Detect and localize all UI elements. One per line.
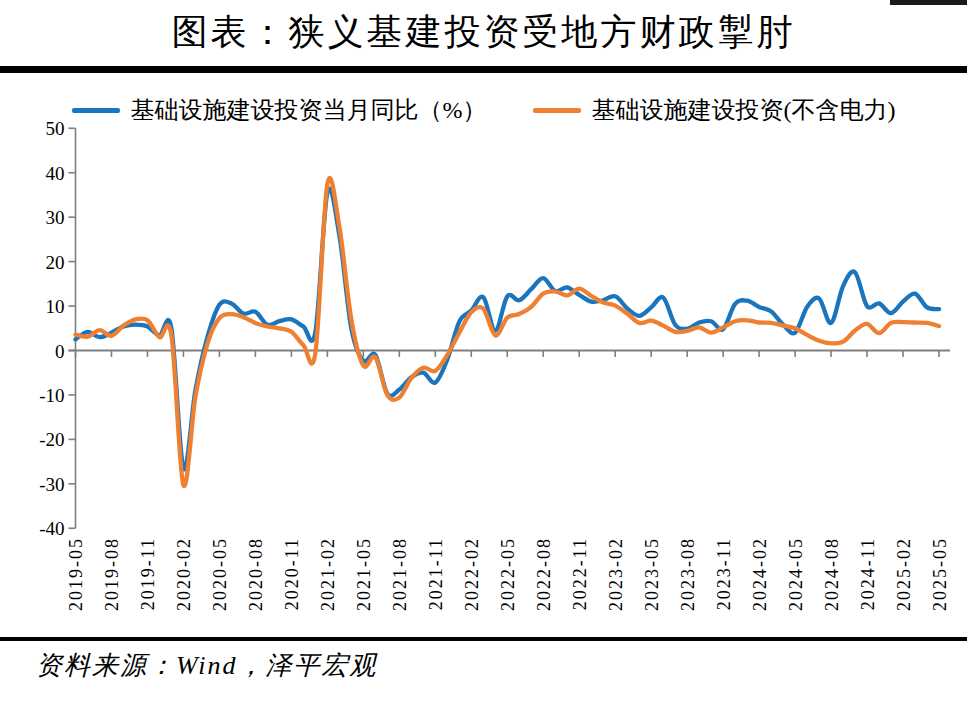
x-axis-label: 2020-02 <box>174 537 194 611</box>
x-axis-label: 2020-11 <box>282 537 302 610</box>
x-axis-label: 2022-11 <box>570 537 590 610</box>
x-axis-label: 2024-08 <box>822 537 842 611</box>
x-axis-label: 2022-05 <box>498 537 518 611</box>
x-axis-label: 2019-11 <box>138 537 158 610</box>
x-axis-label: 2022-08 <box>534 537 554 611</box>
y-axis-label: -40 <box>39 518 64 539</box>
x-axis-label: 2021-05 <box>354 537 374 611</box>
x-axis-label: 2024-02 <box>750 537 770 611</box>
series-line-1 <box>76 189 940 470</box>
x-axis-label: 2023-05 <box>642 537 662 611</box>
y-axis-label: 30 <box>46 207 65 228</box>
page: { "page": { "title": "图表：狭义基建投资受地方财政掣肘",… <box>0 0 967 706</box>
y-axis-label: 20 <box>46 252 65 273</box>
x-axis-label: 2023-02 <box>606 537 626 611</box>
y-axis-label: -30 <box>39 474 64 495</box>
x-axis-label: 2024-11 <box>858 537 878 610</box>
x-axis-label: 2020-05 <box>210 537 230 611</box>
y-axis-label: 0 <box>55 341 65 362</box>
x-axis-label: 2019-08 <box>102 537 122 611</box>
x-axis-label: 2025-05 <box>930 537 950 611</box>
x-axis-label: 2024-05 <box>786 537 806 611</box>
y-axis-label: 50 <box>46 118 65 139</box>
footer-divider-rule <box>0 637 967 641</box>
y-axis-label: 40 <box>46 163 65 184</box>
x-axis-label: 2021-08 <box>390 537 410 611</box>
y-axis-label: 10 <box>46 296 65 317</box>
y-axis-label: -20 <box>39 429 64 450</box>
x-axis-label: 2023-11 <box>714 537 734 610</box>
y-axis-label: -10 <box>39 385 64 406</box>
series-line-2 <box>76 178 940 486</box>
x-axis-label: 2021-02 <box>318 537 338 611</box>
line-chart: 50 40 30 20 10 0 -10 -20 -30 -402019-05 2019-08 201… <box>0 0 967 706</box>
x-axis-label: 2022-02 <box>462 537 482 611</box>
x-axis-label: 2021-11 <box>426 537 446 610</box>
x-axis-label: 2019-05 <box>66 537 86 611</box>
x-axis-label: 2020-08 <box>246 537 266 611</box>
x-axis-label: 2023-08 <box>678 537 698 611</box>
source-note: 资料来源：Wind，泽平宏观 <box>36 648 377 683</box>
x-axis-label: 2025-02 <box>894 537 914 611</box>
